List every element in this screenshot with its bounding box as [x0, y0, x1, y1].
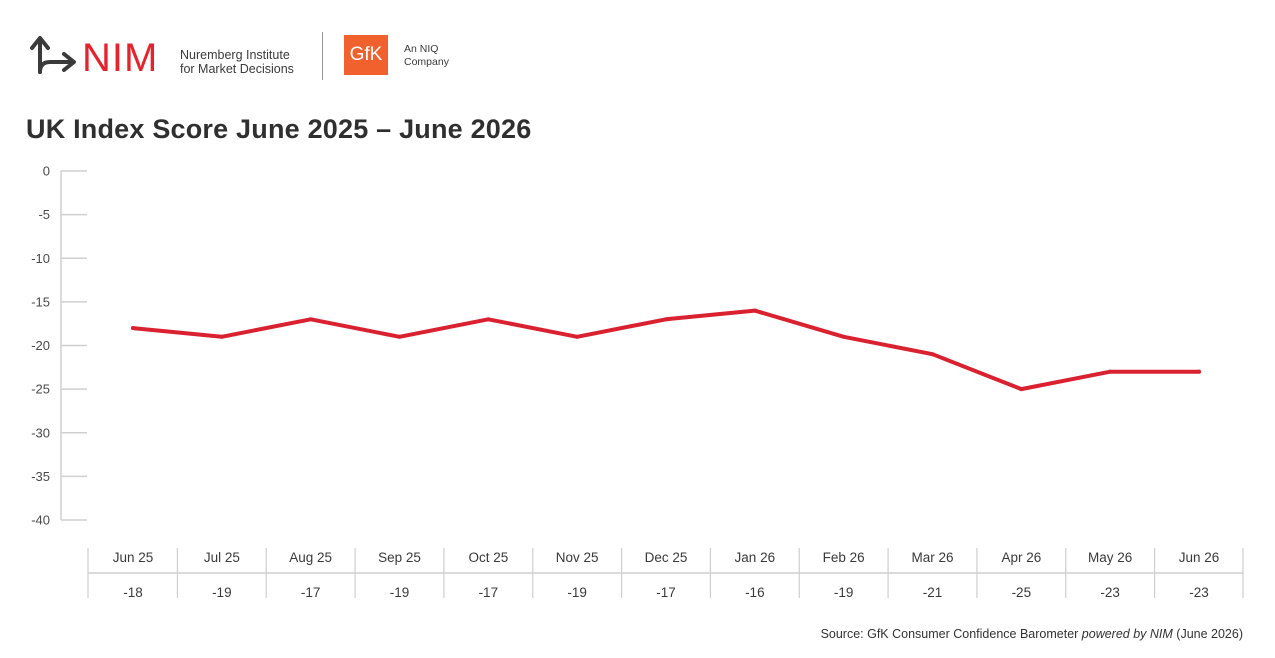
data-point	[752, 308, 757, 313]
source-prefix: Source: GfK Consumer Confidence Baromete…	[820, 627, 1082, 641]
y-tick-label: -5	[38, 207, 50, 222]
x-category-label: Feb 26	[823, 550, 865, 565]
data-point	[219, 334, 224, 339]
data-point	[1108, 369, 1113, 374]
data-value-label: -17	[656, 585, 676, 600]
chart-title: UK Index Score June 2025 – June 2026	[26, 114, 532, 144]
y-tick-label: -40	[31, 513, 50, 528]
data-value-label: -21	[923, 585, 943, 600]
data-value-label: -19	[212, 585, 232, 600]
data-point	[308, 317, 313, 322]
nim-subtitle: Nuremberg Institute for Market Decisions	[180, 48, 294, 76]
data-value-label: -17	[301, 585, 321, 600]
series-line	[131, 308, 1201, 392]
data-value-label: -19	[567, 585, 587, 600]
x-category-label: Jun 25	[113, 550, 154, 565]
data-value-label: -18	[123, 585, 143, 600]
data-point	[575, 334, 580, 339]
nim-logo-text: NIM	[82, 36, 159, 80]
data-point	[486, 317, 491, 322]
data-point	[930, 352, 935, 357]
gfk-logo: GfK	[344, 35, 388, 75]
data-value-label: -19	[390, 585, 410, 600]
source-note: Source: GfK Consumer Confidence Baromete…	[821, 627, 1243, 641]
y-tick-label: -30	[31, 425, 50, 440]
data-value-label: -23	[1100, 585, 1120, 600]
x-category-label: Sep 25	[378, 550, 421, 565]
x-category-label: Oct 25	[468, 550, 508, 565]
gfk-subtitle-line2: Company	[404, 56, 449, 68]
data-point	[397, 334, 402, 339]
data-point	[1197, 369, 1201, 374]
x-category-label: Aug 25	[289, 550, 332, 565]
data-point	[131, 326, 135, 331]
data-point	[841, 334, 846, 339]
data-value-label: -16	[745, 585, 765, 600]
logo-divider	[322, 32, 323, 80]
y-tick-label: -20	[31, 338, 50, 353]
y-tick-label: 0	[43, 164, 50, 179]
x-category-label: Jan 26	[735, 550, 776, 565]
x-category-label: Jul 25	[204, 550, 240, 565]
x-category-label: Apr 26	[1001, 550, 1041, 565]
nim-subtitle-line1: Nuremberg Institute	[180, 48, 290, 62]
data-point	[1019, 387, 1024, 392]
data-point	[664, 317, 668, 322]
gfk-subtitle: An NIQ Company	[404, 43, 449, 69]
nim-arrow-icon	[30, 36, 76, 74]
x-category-label: May 26	[1088, 550, 1132, 565]
x-category-label: Nov 25	[556, 550, 599, 565]
data-value-label: -17	[479, 585, 499, 600]
data-value-label: -23	[1189, 585, 1209, 600]
x-category-label: Mar 26	[911, 550, 953, 565]
data-value-label: -19	[834, 585, 854, 600]
gfk-subtitle-line1: An NIQ	[404, 43, 439, 55]
y-tick-label: -35	[31, 469, 50, 484]
y-tick-label: -15	[31, 294, 50, 309]
y-tick-label: -25	[31, 382, 50, 397]
x-category-label: Jun 26	[1179, 550, 1220, 565]
source-italic: powered by NIM	[1081, 627, 1173, 641]
nim-subtitle-line2: for Market Decisions	[180, 62, 294, 76]
data-value-label: -25	[1012, 585, 1032, 600]
source-suffix: (June 2026)	[1172, 627, 1243, 641]
x-category-label: Dec 25	[645, 550, 688, 565]
y-tick-label: -10	[31, 251, 50, 266]
